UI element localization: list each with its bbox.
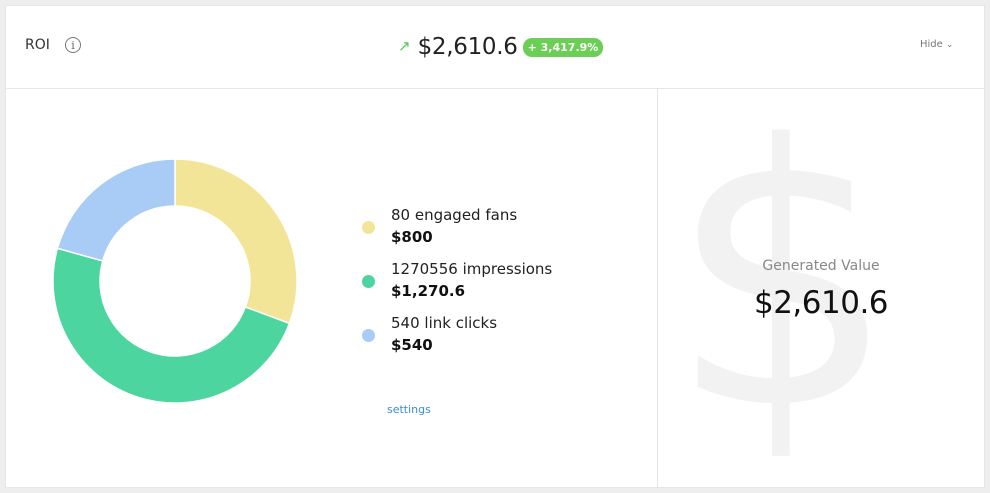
roi-summary: ↗ $2,610.6 + 3,417.9% <box>398 32 604 62</box>
card-header: ROI i ↗ $2,610.6 + 3,417.9% Hide ⌄ <box>6 6 984 89</box>
info-icon[interactable]: i <box>65 37 81 53</box>
roi-card: ROI i ↗ $2,610.6 + 3,417.9% Hide ⌄ 80 en… <box>5 5 985 488</box>
hide-label: Hide <box>920 39 943 50</box>
legend-label: 80 engaged fans <box>391 206 518 224</box>
legend-amount: $540 <box>391 336 433 354</box>
chevron-down-icon: ⌄ <box>945 39 954 50</box>
donut-slice[interactable] <box>174 158 298 325</box>
generated-value-pane: $ Generated Value $2,610.6 <box>658 89 984 487</box>
legend-label: 1270556 impressions <box>391 260 553 278</box>
legend-amount: $800 <box>391 228 433 246</box>
donut-slices <box>52 158 298 404</box>
legend-dot <box>362 275 375 288</box>
legend-dot <box>362 329 375 342</box>
change-badge: + 3,417.9% <box>522 37 604 57</box>
pane-divider <box>657 89 658 487</box>
legend-amount: $1,270.6 <box>391 282 466 300</box>
donut-slice[interactable] <box>52 247 291 404</box>
hide-toggle[interactable]: Hide ⌄ <box>920 39 953 50</box>
legend-label: 540 link clicks <box>391 314 498 332</box>
card-title: ROI <box>25 37 50 53</box>
legend-dot <box>362 221 375 234</box>
roi-value: $2,610.6 <box>417 34 518 60</box>
settings-link[interactable]: settings <box>387 403 431 416</box>
generated-value: $2,610.6 <box>753 285 889 321</box>
donut-slice[interactable] <box>56 158 176 262</box>
dollar-watermark-icon: $ <box>668 89 898 487</box>
generated-value-label: Generated Value <box>762 258 880 274</box>
roi-donut-chart <box>52 158 298 404</box>
trend-up-icon: ↗ <box>398 37 411 55</box>
